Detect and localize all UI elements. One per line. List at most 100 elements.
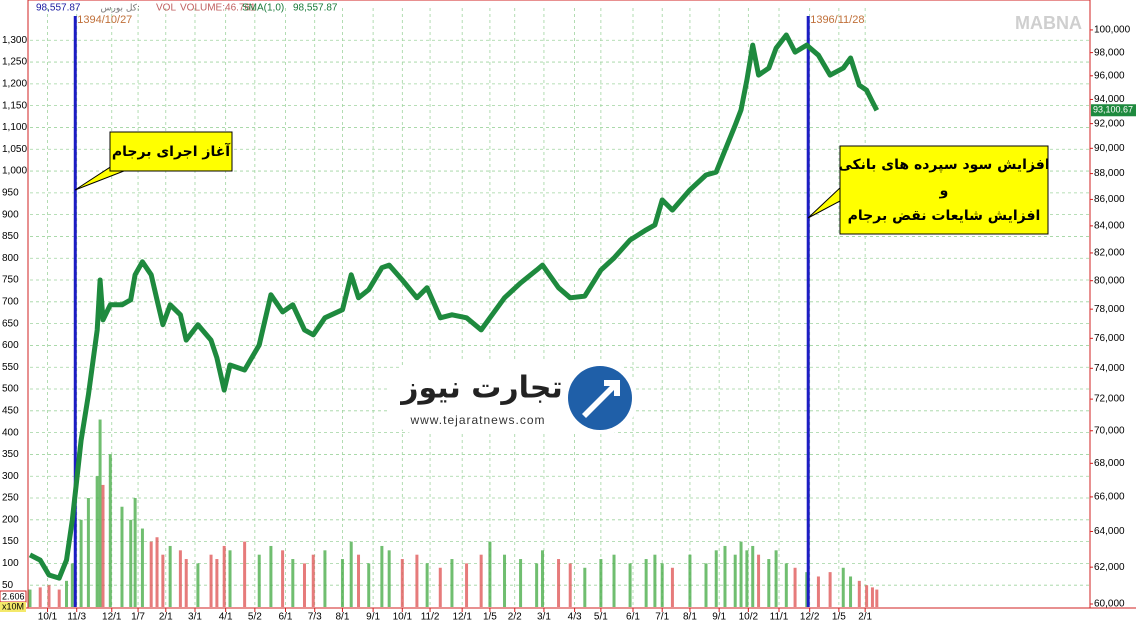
lines [28,16,880,607]
volume-bar [387,550,391,607]
y-tick-label: 1,250 [2,57,27,68]
x-tick-label: 2/2 [508,612,522,623]
watermark: MABNA [1015,13,1082,33]
y-tick-label: 800 [2,253,19,264]
volume-bar [129,519,133,607]
volume-bar [714,550,718,607]
y-tick-label: 300 [2,471,19,482]
volume-bar [70,563,74,607]
volume-bar [28,589,32,607]
annotation-text: افزایش شایعات نقض برجام [848,208,1041,224]
x-tick-label: 4/3 [568,612,582,623]
volume-bar [47,585,51,607]
x-tick-label: 8/1 [683,612,697,623]
volume-bar [65,580,69,607]
volume-bar [349,541,353,607]
x-tick-label: 7/1 [655,612,669,623]
y-tick-label: 900 [2,209,19,220]
annotation-text: و [939,183,949,199]
x-tick-label: 5/2 [248,612,262,623]
x-tick-label: 1/7 [131,612,145,623]
volume-bar [108,454,112,607]
volume-bar [222,545,226,607]
x-tick-label: 11/2 [421,612,440,623]
x-tick-label: 11/3 [67,612,86,623]
y2-tick-label: 78,000 [1094,304,1125,315]
volume-bar [425,563,429,607]
y2-tick-label: 94,000 [1094,94,1125,105]
volume-bar [79,519,83,607]
annotation-text: افزایش سود سپرده های بانکی [838,157,1049,173]
y-tick-label: 500 [2,384,19,395]
header-vol: VOL [156,3,176,14]
volume-bar [291,559,295,607]
volume-bar [228,550,232,607]
y-tick-label: 1,150 [2,100,27,111]
volume-bar [400,559,404,607]
y2-tick-label: 70,000 [1094,425,1125,436]
volume-bar [367,563,371,607]
y2-tick-label: 64,000 [1094,526,1125,537]
y2-tick-label: 88,000 [1094,168,1125,179]
x-tick-label: 9/1 [712,612,726,623]
volume-bar [653,554,657,607]
volume-bars [28,419,879,607]
volume-bar [723,545,727,607]
volume-bar [257,554,261,607]
volume-bar [751,545,755,607]
header-volume: VOLUME:46.761 [180,3,256,14]
y2-tick-label: 80,000 [1094,275,1125,286]
x-tick-label: 12/2 [800,612,820,623]
y-tick-label: 450 [2,405,19,416]
volume-bar [828,572,832,607]
volume-bar [140,528,144,607]
volume-bar [519,559,523,607]
volume-bar [479,554,483,607]
volume-bar [184,559,188,607]
volume-bar [243,541,247,607]
volume-bar [380,545,384,607]
volume-scale-value: 2.606 [2,591,25,601]
volume-bar [774,550,778,607]
volume-bar [733,554,737,607]
x-tick-label: 9/1 [366,612,380,623]
volume-bar [38,587,42,607]
volume-bar [599,559,603,607]
volume-bar [644,559,648,607]
volume-bar [540,550,544,607]
y-tick-label: 1,300 [2,35,27,46]
volume-bar [209,554,213,607]
y-tick-label: 200 [2,514,19,525]
volume-bar [215,559,219,607]
y2-tick-label: 84,000 [1094,221,1125,232]
y-tick-label: 550 [2,362,19,373]
y-tick-label: 750 [2,275,19,286]
grid [30,8,1090,607]
logo-url: www.tejaratnews.com [409,413,545,427]
last-value-label: 93,100.67 [1093,105,1133,115]
y2-tick-label: 66,000 [1094,492,1125,503]
event-label: 1394/10/27 [77,14,132,26]
volume-bar [660,563,664,607]
y2-tick-label: 62,000 [1094,562,1125,573]
y2-tick-label: 100,000 [1094,25,1131,36]
volume-bar [557,559,561,607]
volume-bar [704,563,708,607]
x-tick-label: 12/1 [102,612,122,623]
volume-bar [323,550,327,607]
header-index: کل بورس: [101,4,141,14]
volume-bar [57,589,61,607]
volume-bar [98,419,102,607]
volume-bar [450,559,454,607]
callout-box [109,131,233,172]
y-tick-label: 50 [2,580,14,591]
volume-bar [849,576,853,607]
y2-tick-label: 76,000 [1094,333,1125,344]
x-tick-label: 10/1 [393,612,413,623]
annotation-text: آغاز اجرای برجام [112,142,231,160]
volume-bar [793,567,797,607]
volume-bar [757,554,761,607]
x-tick-label: 4/1 [219,612,233,623]
volume-bar [688,554,692,607]
